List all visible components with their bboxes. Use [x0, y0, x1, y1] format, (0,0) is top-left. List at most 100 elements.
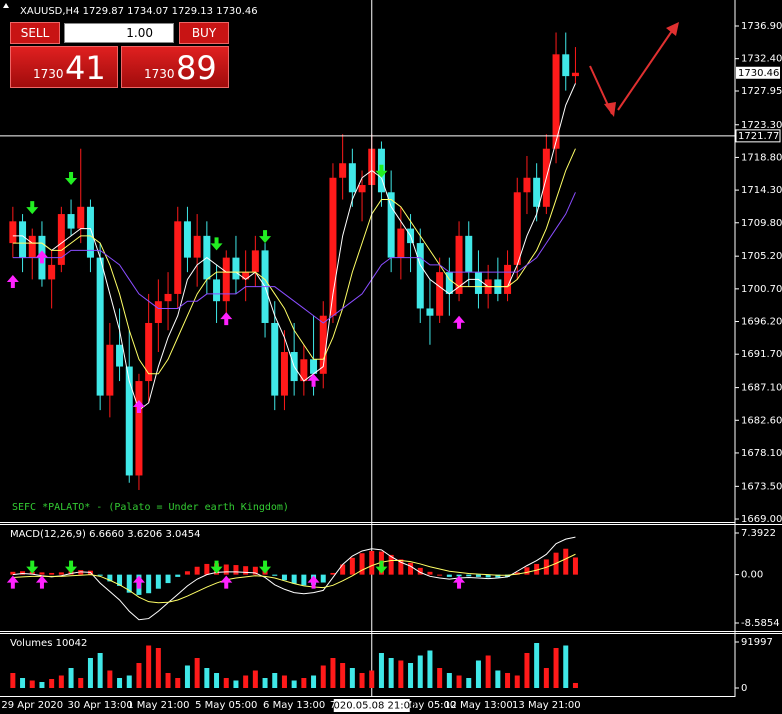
volume-bar [68, 668, 74, 688]
macd-bar [194, 566, 200, 575]
candle-body [48, 264, 56, 280]
macd-bar [320, 574, 326, 583]
volume-bar [252, 670, 258, 688]
volume-bar [572, 682, 578, 688]
volume-bar [223, 678, 229, 688]
menu-icon[interactable] [3, 3, 9, 8]
macd-bar [204, 563, 210, 575]
volume-bar [543, 668, 549, 688]
macd-bar [78, 570, 84, 575]
volume-bar [378, 653, 384, 688]
volume-bar [301, 678, 307, 688]
macd-bar [330, 572, 336, 575]
candle-body [19, 221, 27, 258]
volume-bar [49, 679, 55, 688]
macd-bar [359, 553, 365, 575]
y-tick-label: 1678.10 [741, 448, 782, 459]
macd-bar [97, 574, 103, 576]
macd-bar [58, 572, 64, 575]
candle-body [571, 72, 579, 77]
macd-bar [184, 571, 190, 575]
volume-bar [427, 650, 433, 688]
candle-body [213, 279, 221, 302]
volume-title: Volumes 10042 [10, 638, 87, 649]
x-tick-label: 7 [330, 700, 336, 711]
volume-bar [408, 663, 414, 688]
macd-bar [466, 574, 472, 577]
candle-body [348, 163, 356, 193]
candle-body [96, 257, 104, 396]
macd-bar [417, 567, 423, 575]
macd-bar [10, 571, 16, 575]
signal-arrow [259, 230, 272, 244]
y-tick-label: 91997 [741, 637, 773, 648]
signal-arrow [307, 373, 320, 387]
y-tick-label: 0 [741, 683, 747, 694]
candle-body [28, 235, 36, 258]
sell-price-pips: 41 [65, 49, 106, 87]
volume-bar [29, 680, 35, 688]
volume-bar [369, 670, 375, 688]
drawn-arrow-head [666, 22, 679, 36]
current-price-box [736, 66, 780, 79]
candle-body [513, 192, 521, 265]
volume-bar [505, 673, 511, 688]
signal-arrow [35, 250, 48, 264]
macd-bar [437, 574, 443, 576]
macd-bar [165, 574, 171, 584]
crosshair-price-box [735, 129, 781, 143]
signal-arrow [220, 312, 233, 326]
candle-body [455, 235, 463, 294]
buy-price-big: 1730 [144, 67, 175, 81]
sell-price[interactable]: 1730 41 [10, 46, 118, 88]
candle-body [533, 177, 541, 207]
candle-body [164, 293, 172, 302]
y-tick-label: 1718.80 [741, 152, 782, 163]
volume-bar [398, 660, 404, 688]
macd-bar [505, 574, 511, 577]
buy-button[interactable]: BUY [179, 22, 229, 44]
macd-bar [252, 566, 258, 575]
macd-signal-arrow [220, 575, 233, 589]
y-tick-label: -8.5854 [741, 618, 780, 629]
y-tick-label: 1736.90 [741, 21, 782, 32]
candle-body [174, 221, 182, 294]
x-tick-label: 30 Apr 13:00 [68, 700, 133, 711]
lot-input[interactable]: 1.00 [64, 23, 174, 43]
buy-price[interactable]: 1730 89 [121, 46, 229, 88]
candle-body [222, 257, 230, 302]
volume-bar [291, 680, 297, 688]
candle-body [397, 228, 405, 258]
crosshair-price: 1721.77 [738, 131, 779, 142]
sell-button[interactable]: SELL [10, 22, 60, 44]
candle-body [358, 185, 366, 193]
candle-body [445, 272, 453, 294]
macd-bar [446, 574, 452, 577]
macd-signal-arrow [453, 575, 466, 589]
candle-body [465, 235, 473, 273]
candle-body [474, 272, 482, 294]
candle-body [67, 214, 75, 229]
volume-bar [39, 682, 45, 688]
y-tick-label: 1732.40 [741, 54, 782, 65]
macd-bar [398, 559, 404, 575]
volume-bar [175, 678, 181, 688]
candle-body [251, 250, 259, 273]
macd-signal-arrow [35, 575, 48, 589]
buy-price-pips: 89 [176, 49, 217, 87]
candle-body [116, 344, 124, 367]
macd-bar [524, 567, 530, 575]
volume-bar [20, 678, 26, 688]
macd-bar [534, 563, 540, 575]
candle-body [504, 264, 512, 294]
macd-signal-arrow [26, 560, 39, 574]
volume-bar [437, 668, 443, 688]
x-tick-label: 12 May 13:00 [444, 700, 513, 711]
macd-bar [20, 571, 26, 575]
volume-bar [563, 645, 569, 688]
candle-body [310, 359, 318, 374]
candle-body [145, 322, 153, 382]
macd-line [12, 553, 576, 604]
x-tick-label: May 05:00 [404, 700, 457, 711]
